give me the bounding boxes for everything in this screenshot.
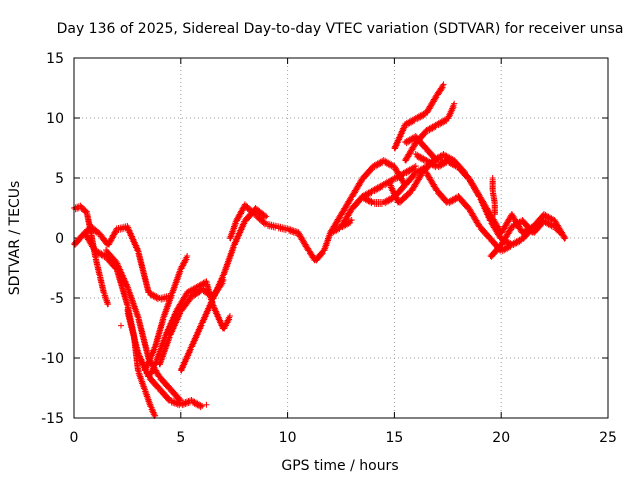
y-tick-label: -10 [41, 351, 64, 367]
data-point [196, 289, 203, 296]
x-axis-label: GPS time / hours [281, 458, 398, 474]
data-point [232, 220, 239, 227]
data-point [357, 179, 364, 186]
y-tick-label: -15 [41, 411, 64, 427]
data-point [166, 334, 173, 341]
data-point [85, 227, 92, 234]
data-point [226, 313, 233, 319]
data-point [411, 143, 418, 150]
data-point [184, 253, 191, 259]
data-point [187, 346, 194, 353]
series-arc-15 [402, 100, 458, 164]
series-arc-7 [145, 278, 233, 380]
series-arc-14 [391, 81, 447, 152]
data-point [451, 100, 458, 107]
data-point [432, 95, 439, 102]
series-arc-6 [141, 253, 191, 374]
data-point [538, 221, 545, 228]
data-point [151, 346, 158, 353]
data-point [203, 401, 210, 408]
y-tick-label: 15 [46, 51, 64, 67]
data-point [421, 131, 428, 138]
x-tick-label: 25 [599, 430, 617, 446]
data-point [438, 86, 445, 93]
y-tick-label: 5 [55, 171, 64, 187]
plot-frame [73, 57, 609, 419]
data-point [417, 173, 424, 180]
data-point [261, 214, 268, 221]
series-arc-11 [327, 157, 409, 236]
data-point [112, 230, 119, 237]
data-point [399, 185, 406, 192]
series-arc-5 [124, 307, 206, 411]
x-tick-label: 5 [176, 430, 185, 446]
data-point [410, 173, 417, 180]
data-point [177, 268, 184, 275]
data-point [367, 167, 374, 174]
data-point [347, 209, 354, 216]
data-point [151, 364, 158, 371]
series-arc-21 [498, 211, 569, 242]
x-tick-label: 15 [385, 430, 403, 446]
data-point [357, 197, 364, 204]
data-point [336, 215, 343, 222]
data-point [186, 297, 193, 304]
data-point [491, 211, 498, 217]
data-point [219, 274, 226, 281]
data-point [561, 235, 568, 242]
data-point [412, 163, 419, 169]
series-arc-2 [71, 223, 174, 303]
x-tick-label: 20 [492, 430, 510, 446]
data-point [117, 322, 124, 329]
data-point [263, 213, 270, 220]
data-point [507, 227, 514, 234]
data-point [318, 251, 325, 258]
series-arc-22 [489, 175, 498, 218]
data-point [450, 104, 457, 111]
data-point [230, 244, 237, 251]
y-axis-label: SDTVAR / TECUs [7, 181, 23, 296]
data-point [508, 241, 515, 247]
data-point [347, 197, 354, 204]
data-point [198, 322, 205, 329]
y-tick-label: -5 [50, 291, 64, 307]
data-point [440, 81, 447, 88]
data-point [77, 235, 84, 242]
data-point [538, 215, 545, 222]
data-series [71, 81, 569, 419]
x-tick-label: 10 [279, 430, 297, 446]
data-point [209, 298, 216, 305]
data-point [562, 235, 569, 241]
data-point [439, 84, 446, 91]
data-point [405, 191, 412, 198]
data-point [199, 403, 206, 409]
data-point [496, 245, 503, 252]
data-point [348, 217, 355, 223]
x-tick-label: 0 [70, 430, 79, 446]
y-tick-label: 10 [46, 111, 64, 127]
data-point [168, 292, 175, 299]
chart-title: Day 136 of 2025, Sidereal Day-to-day VTE… [57, 21, 624, 37]
axis-tick-labels: 0 5 10 15 20 25 -15 -10 -5 0 5 10 15 [41, 51, 617, 446]
series-arc-23 [117, 322, 210, 408]
series-arc-10 [226, 201, 355, 264]
series-arc-12 [338, 163, 419, 230]
y-tick-label: 0 [55, 231, 64, 247]
data-point [105, 301, 112, 307]
data-point [183, 256, 190, 263]
data-point [226, 316, 233, 323]
